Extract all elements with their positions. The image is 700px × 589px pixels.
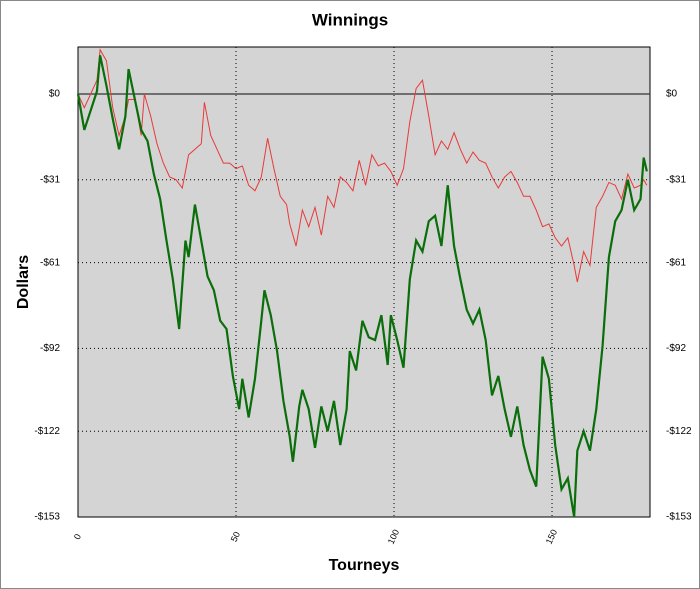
y-tick-label: -$153 bbox=[34, 512, 60, 523]
y-tick-label-right: -$31 bbox=[666, 174, 686, 185]
y-axis-label: Dollars bbox=[15, 255, 32, 309]
y-tick-label-right: -$122 bbox=[666, 426, 692, 437]
plot-area bbox=[77, 46, 651, 518]
y-tick-label-right: -$92 bbox=[666, 343, 686, 354]
line-series bbox=[77, 48, 648, 283]
x-axis-label: Tourneys bbox=[329, 557, 400, 574]
chart-title: Winnings bbox=[312, 10, 388, 29]
line-series bbox=[76, 55, 648, 518]
y-tick-label-right: -$61 bbox=[666, 257, 686, 268]
x-tick-label: 50 bbox=[229, 530, 242, 543]
y-tick-label: -$122 bbox=[34, 426, 60, 437]
y-tick-label: -$92 bbox=[40, 343, 60, 354]
y-tick-label: -$61 bbox=[40, 257, 60, 268]
y-tick-label-right: $0 bbox=[666, 89, 678, 100]
x-tick-label: 0 bbox=[72, 532, 83, 541]
y-tick-label: $0 bbox=[49, 89, 61, 100]
y-tick-label-right: -$153 bbox=[666, 512, 692, 523]
y-tick-label: -$31 bbox=[40, 174, 60, 185]
